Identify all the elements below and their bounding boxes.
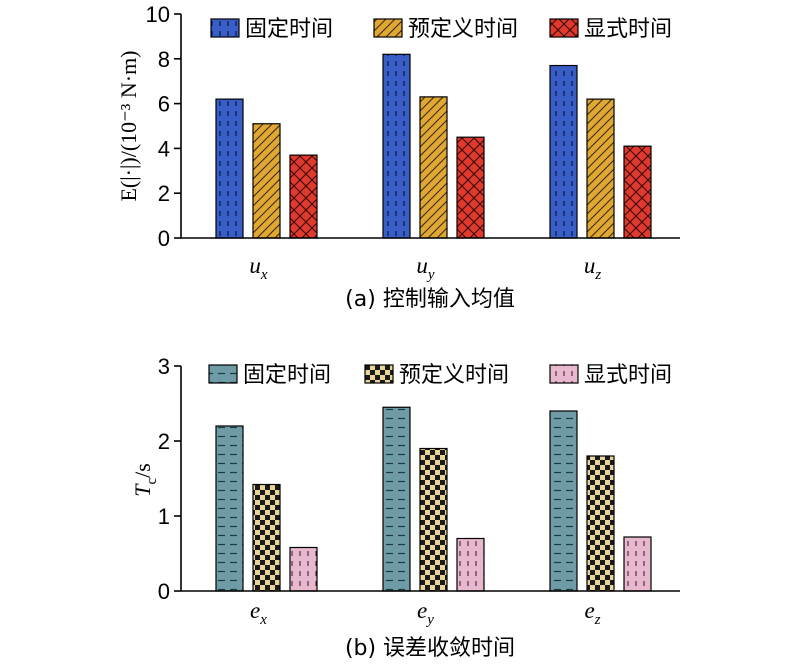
panel-b-ylabel-unit: /s — [130, 463, 155, 478]
panel-b-ylabel-main: T — [130, 483, 155, 497]
panel-a-caption: (a) 控制输入均值 — [345, 287, 515, 312]
bar-a-series0-z — [549, 64, 578, 239]
panel-a: 0 2 4 6 8 10 ux uy uz E(|·|)/(10⁻³ N·m) 固定时间 预定义… — [116, 2, 680, 312]
y-tick-label: 0 — [158, 579, 170, 604]
panel-a-axes — [180, 14, 680, 239]
bar-b-series2-y — [456, 537, 485, 592]
legend-swatch — [210, 18, 240, 38]
bar-b-series2-z — [623, 536, 652, 592]
y-tick-label: 2 — [158, 429, 170, 454]
panel-a-bars — [215, 53, 652, 239]
legend-swatch — [364, 364, 394, 384]
category-label: ex — [250, 598, 267, 628]
panel-b-yticks: 0 1 2 3 — [158, 354, 181, 604]
legend-swatch — [373, 18, 403, 38]
y-tick-label: 6 — [158, 92, 170, 117]
bar-a-series0-x — [215, 98, 244, 239]
panel-b-y-axis-label: Tc/s — [130, 463, 160, 497]
panel-a-y-axis-label: E(|·|)/(10⁻³ N·m) — [116, 50, 141, 201]
bar-b-series1-z — [586, 455, 615, 592]
panel-b-caption: (b) 误差收敛时间 — [345, 636, 515, 661]
legend-swatch — [549, 364, 579, 384]
panel-b-axes — [180, 366, 680, 592]
y-tick-label: 8 — [158, 47, 170, 72]
panel-a-categories: ux uy uz — [249, 253, 601, 283]
y-tick-label: 0 — [158, 226, 170, 251]
y-tick-label: 4 — [158, 136, 170, 161]
panel-b: 0 1 2 3 ex ey ez Tc/s 固定时间 预定义时间 显式时间 (b) 误差收敛时… — [130, 354, 680, 661]
legend-swatch — [549, 18, 579, 38]
bar-a-series1-y — [419, 96, 448, 239]
legend-label: 固定时间 — [243, 363, 331, 388]
category-label: uz — [584, 253, 602, 283]
panel-b-categories: ex ey ez — [250, 598, 601, 628]
y-tick-label: 1 — [158, 504, 170, 529]
category-label: ux — [249, 253, 268, 283]
legend-label: 预定义时间 — [408, 17, 518, 42]
y-tick-label: 2 — [158, 181, 170, 206]
category-label: uy — [416, 253, 435, 283]
bar-b-series0-x — [215, 425, 244, 592]
bar-b-series1-y — [419, 447, 448, 592]
y-tick-label: 10 — [146, 2, 170, 27]
panel-b-ylabel-sub: c — [144, 478, 160, 485]
category-label: ez — [584, 598, 600, 628]
panel-a-yticks: 0 2 4 6 8 10 — [146, 2, 181, 251]
bar-b-series2-x — [289, 546, 318, 592]
panel-b-legend: 固定时间 预定义时间 显式时间 — [208, 363, 672, 388]
bar-a-series2-y — [456, 136, 485, 239]
bar-a-series2-z — [623, 145, 652, 239]
bar-a-series2-x — [289, 154, 318, 239]
panel-a-legend: 固定时间 预定义时间 显式时间 — [210, 17, 672, 42]
legend-label: 预定义时间 — [399, 363, 509, 388]
y-tick-label: 3 — [158, 354, 170, 379]
bar-b-series0-y — [382, 406, 411, 592]
bar-b-series0-z — [549, 410, 578, 592]
legend-label: 固定时间 — [245, 17, 333, 42]
bar-a-series1-x — [252, 123, 281, 239]
legend-label: 显式时间 — [584, 17, 672, 42]
bar-a-series1-z — [586, 98, 615, 239]
bar-b-series1-x — [252, 483, 281, 592]
legend-label: 显式时间 — [584, 363, 672, 388]
category-label: ey — [417, 598, 434, 628]
panel-b-bars — [215, 406, 652, 592]
legend-swatch — [208, 364, 238, 384]
bar-a-series0-y — [382, 53, 411, 239]
